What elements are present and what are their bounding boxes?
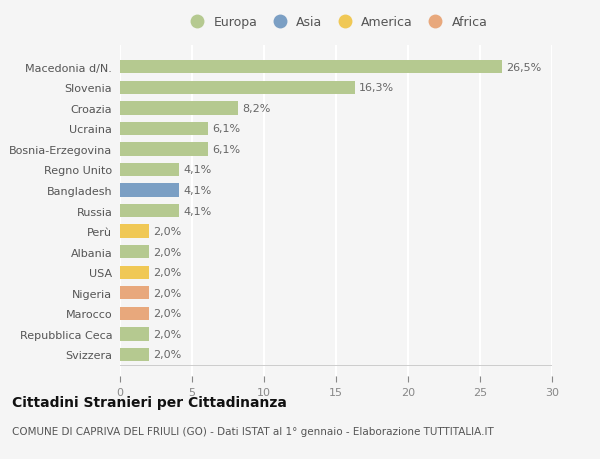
- Bar: [120, 246, 149, 259]
- Text: 16,3%: 16,3%: [359, 83, 394, 93]
- Text: 2,0%: 2,0%: [153, 288, 181, 298]
- Bar: [120, 81, 355, 95]
- Text: COMUNE DI CAPRIVA DEL FRIULI (GO) - Dati ISTAT al 1° gennaio - Elaborazione TUTT: COMUNE DI CAPRIVA DEL FRIULI (GO) - Dati…: [12, 426, 494, 436]
- Bar: [120, 204, 179, 218]
- Text: 2,0%: 2,0%: [153, 247, 181, 257]
- Text: 4,1%: 4,1%: [184, 165, 212, 175]
- Text: 2,0%: 2,0%: [153, 268, 181, 278]
- Bar: [120, 163, 179, 177]
- Text: Cittadini Stranieri per Cittadinanza: Cittadini Stranieri per Cittadinanza: [12, 395, 287, 409]
- Bar: [120, 123, 208, 136]
- Text: 2,0%: 2,0%: [153, 350, 181, 360]
- Text: 6,1%: 6,1%: [212, 145, 240, 155]
- Bar: [120, 102, 238, 115]
- Bar: [120, 328, 149, 341]
- Text: 4,1%: 4,1%: [184, 206, 212, 216]
- Text: 4,1%: 4,1%: [184, 185, 212, 196]
- Text: 2,0%: 2,0%: [153, 309, 181, 319]
- Bar: [120, 266, 149, 280]
- Text: 6,1%: 6,1%: [212, 124, 240, 134]
- Bar: [120, 184, 179, 197]
- Bar: [120, 225, 149, 238]
- Bar: [120, 286, 149, 300]
- Text: 2,0%: 2,0%: [153, 227, 181, 237]
- Bar: [120, 61, 502, 74]
- Legend: Europa, Asia, America, Africa: Europa, Asia, America, Africa: [181, 12, 491, 33]
- Bar: [120, 143, 208, 156]
- Text: 26,5%: 26,5%: [506, 62, 541, 73]
- Bar: [120, 307, 149, 320]
- Text: 8,2%: 8,2%: [242, 104, 271, 113]
- Text: 2,0%: 2,0%: [153, 329, 181, 339]
- Bar: [120, 348, 149, 361]
